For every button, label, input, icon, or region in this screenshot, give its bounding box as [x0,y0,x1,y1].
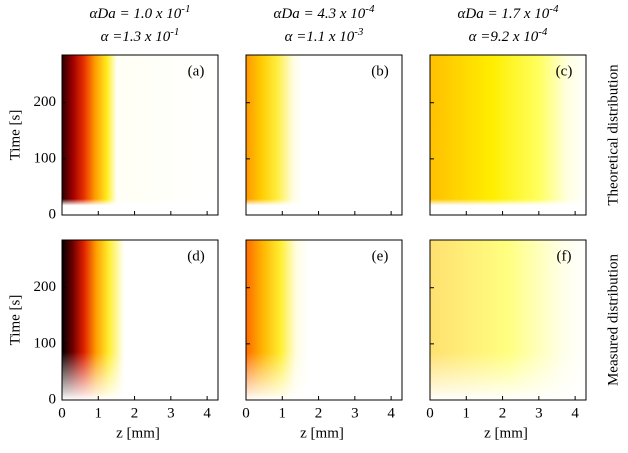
y-tick-label: 100 [34,150,57,166]
column-title: α =9.2 x 10-4 [469,26,548,46]
row-label: Theoretical distribution [605,64,621,206]
y-axis-label: Time [s] [7,295,23,346]
title-text: α =9.2 x 10 [469,29,539,45]
panel-label: (d) [187,248,205,264]
heatmap-fade [430,55,586,215]
axes-frame [61,54,219,216]
x-tick-label: 2 [131,405,139,421]
x-tick-label: 0 [58,405,66,421]
title-exponent: -3 [354,26,364,38]
x-axis-label: z [mm] [484,425,528,441]
panel-label: (a) [188,63,205,79]
axes-frame [429,239,587,401]
panel-label: (e) [372,248,389,264]
panel-label: (c) [556,63,573,79]
x-tick-label: 4 [203,405,211,421]
column-title: α =1.1 x 10-3 [285,26,364,46]
axes-frame [245,239,403,401]
axes-frame [245,54,403,216]
axes-frame [61,239,219,401]
heatmap-fade [62,240,218,400]
row-label: Measured distribution [605,253,621,386]
title-text: αDa = 1.0 x 10 [90,6,182,22]
y-axis-label: Time [s] [7,110,23,161]
title-exponent: -1 [170,26,179,38]
x-tick-label: 2 [315,405,323,421]
y-tick-label: 0 [49,391,57,407]
x-tick-label: 0 [426,405,434,421]
title-exponent: -1 [181,3,190,15]
x-tick-label: 0 [242,405,250,421]
x-axis-label: z [mm] [116,425,160,441]
column-title: αDa = 1.7 x 10-4 [458,3,559,23]
title-text: αDa = 4.3 x 10 [274,6,366,22]
y-tick-label: 200 [34,279,57,295]
x-tick-label: 1 [279,405,287,421]
heatmap-fade [246,240,402,400]
x-tick-label: 1 [95,405,103,421]
x-tick-label: 2 [499,405,507,421]
title-exponent: -4 [538,26,548,38]
column-title: αDa = 4.3 x 10-4 [274,3,375,23]
x-tick-label: 3 [535,405,543,421]
x-tick-label: 4 [387,405,395,421]
title-text: α =1.1 x 10 [285,29,355,45]
y-tick-label: 0 [49,206,57,222]
panel-label: (f) [557,248,572,264]
x-tick-label: 4 [571,405,579,421]
heatmap-fade [246,55,402,215]
axes-frame [429,54,587,216]
heatmap-fade [62,55,218,215]
heatmap-fade [430,240,586,400]
panel-label: (b) [371,63,389,79]
title-exponent: -4 [365,3,375,15]
title-exponent: -4 [549,3,559,15]
y-tick-label: 100 [34,335,57,351]
x-tick-label: 3 [167,405,175,421]
y-tick-label: 200 [34,94,57,110]
title-text: αDa = 1.7 x 10 [458,6,550,22]
x-axis-label: z [mm] [300,425,344,441]
x-tick-label: 3 [351,405,359,421]
column-title: α =1.3 x 10-1 [101,26,180,46]
title-text: α =1.3 x 10 [101,29,171,45]
column-title: αDa = 1.0 x 10-1 [90,3,191,23]
x-tick-label: 1 [463,405,471,421]
